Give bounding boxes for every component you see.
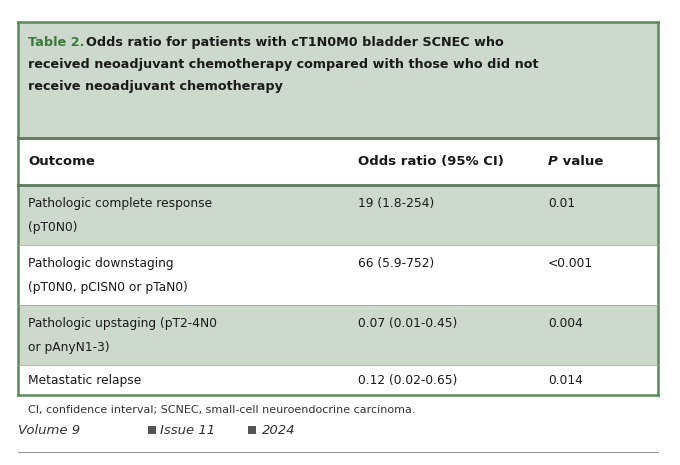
Bar [18,305,658,365]
Text: received neoadjuvant chemotherapy compared with those who did not: received neoadjuvant chemotherapy compar… [28,58,539,71]
Text: Odds ratio for patients with cT1N0M0 bladder SCNEC who: Odds ratio for patients with cT1N0M0 bla… [86,36,504,49]
Text: Pathologic complete response: Pathologic complete response [28,197,212,210]
Text: P: P [548,155,558,168]
Bar [248,426,256,434]
Text: (pT0N0): (pT0N0) [28,220,78,233]
Text: Metastatic relapse: Metastatic relapse [28,373,141,386]
Bar [18,138,658,185]
Text: Pathologic upstaging (pT2-4N0: Pathologic upstaging (pT2-4N0 [28,317,217,330]
Bar [18,245,658,305]
Text: value: value [558,155,603,168]
Text: 0.014: 0.014 [548,373,583,386]
Text: 0.07 (0.01-0.45): 0.07 (0.01-0.45) [358,317,458,330]
Text: Table 2.: Table 2. [28,36,84,49]
Text: 0.004: 0.004 [548,317,583,330]
Text: 66 (5.9-752): 66 (5.9-752) [358,257,435,270]
Text: Volume 9: Volume 9 [18,424,80,437]
Text: 0.01: 0.01 [548,197,575,210]
Text: CI, confidence interval; SCNEC, small-cell neuroendocrine carcinoma.: CI, confidence interval; SCNEC, small-ce… [28,405,415,415]
Text: 0.12 (0.02-0.65): 0.12 (0.02-0.65) [358,373,458,386]
Bar [18,22,658,138]
Text: Issue 11: Issue 11 [160,424,215,437]
Bar [18,365,658,395]
Text: 19 (1.8-254): 19 (1.8-254) [358,197,435,210]
Text: (pT0N0, pCISN0 or pTaN0): (pT0N0, pCISN0 or pTaN0) [28,280,188,293]
Bar [18,185,658,245]
Text: Pathologic downstaging: Pathologic downstaging [28,257,173,270]
Text: 2024: 2024 [262,424,296,437]
Bar [148,426,156,434]
Text: or pAnyN1-3): or pAnyN1-3) [28,340,109,353]
Text: Outcome: Outcome [28,155,95,168]
Text: <0.001: <0.001 [548,257,593,270]
Text: receive neoadjuvant chemotherapy: receive neoadjuvant chemotherapy [28,80,283,93]
Text: Odds ratio (95% CI): Odds ratio (95% CI) [358,155,504,168]
